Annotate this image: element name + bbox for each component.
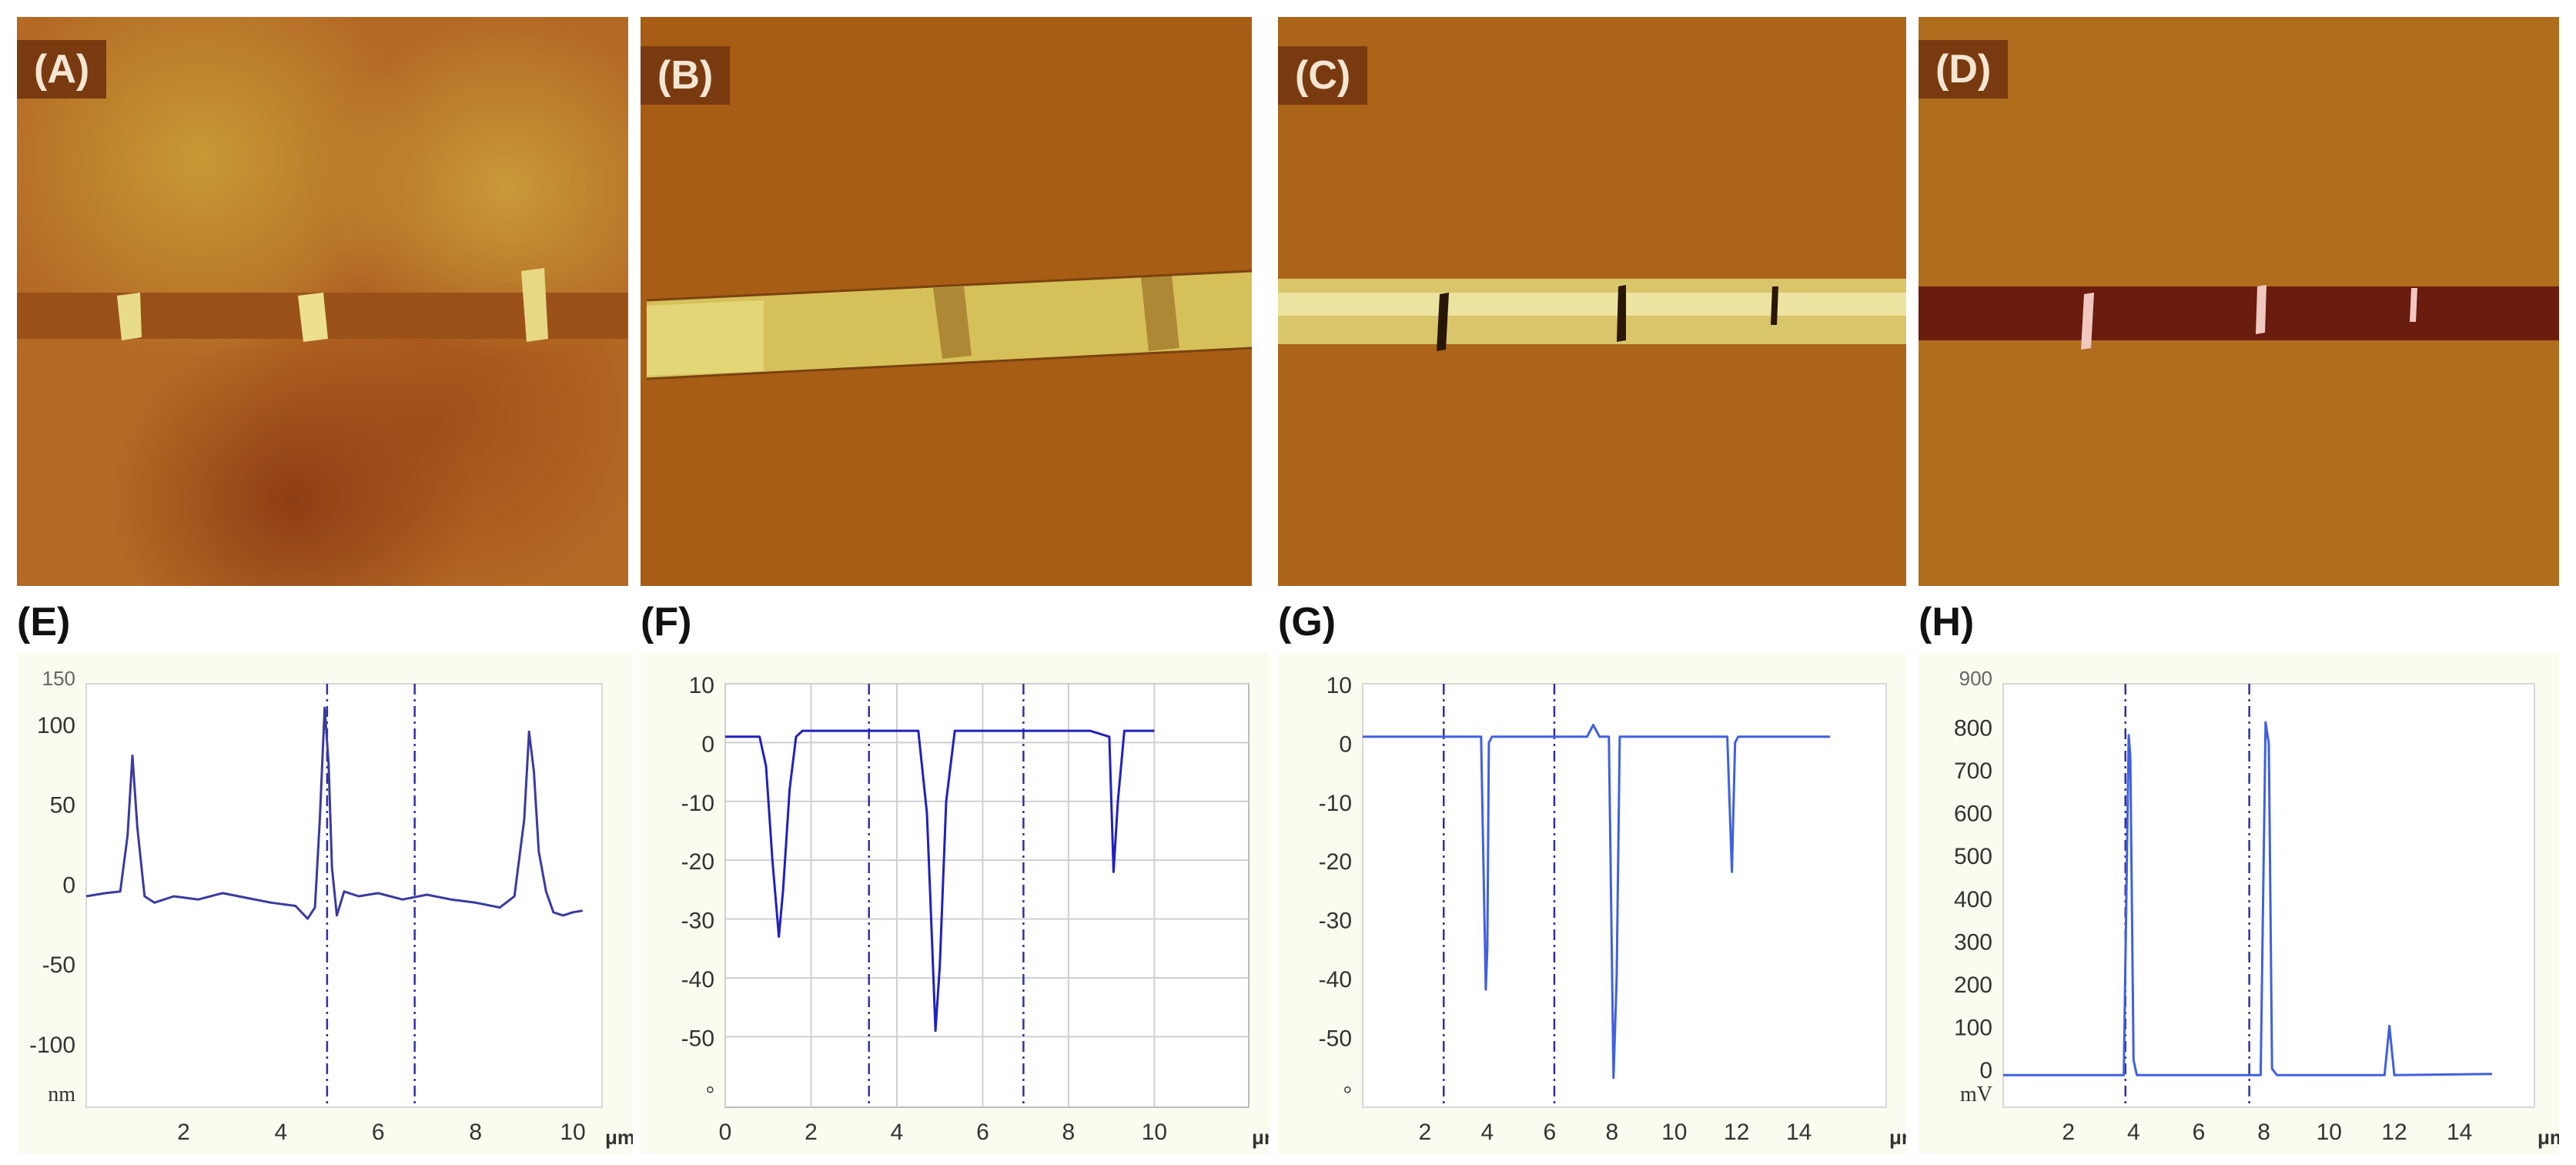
profile-plot-h: 800 700 600 500 400 300 200 100 0 900 2 4 6 8 10 12 14 mV… xyxy=(1954,667,2559,1149)
x-tick-label: 10 xyxy=(560,1120,585,1145)
y-tick-label: 500 xyxy=(1954,844,1992,869)
x-tick-label: 8 xyxy=(469,1120,482,1145)
x-tick-label: 8 xyxy=(2257,1120,2270,1145)
x-tick-label: 2 xyxy=(805,1120,818,1145)
y-tick-label: 0 xyxy=(701,731,714,757)
x-tick-label: 14 xyxy=(2447,1120,2472,1145)
profile-chart-h: 800 700 600 500 400 300 200 100 0 900 2 4 6 8 10 12 14 mV… xyxy=(1919,653,2559,1153)
chart-label-g: (G) xyxy=(1278,600,1337,644)
afm-image-b xyxy=(641,17,1252,586)
x-unit-label: μm xyxy=(1889,1126,1906,1149)
profile-chart-f: 10 0 -10 -20 -30 -40 -50 0 2 4 6 8 10 ° μm xyxy=(641,653,1269,1153)
y-tick-label: 0 xyxy=(62,872,75,898)
y-unit-label: mV xyxy=(1960,1083,1992,1106)
y-tick-label: -50 xyxy=(1319,1026,1352,1051)
x-tick-label: 10 xyxy=(1142,1120,1167,1145)
y-unit-label: nm xyxy=(48,1083,75,1106)
y-tick-label: -30 xyxy=(681,909,714,934)
profile-line xyxy=(725,729,1155,1033)
x-tick-label: 6 xyxy=(976,1120,989,1145)
plot-area xyxy=(1362,683,1887,1108)
x-unit-label: μm xyxy=(1252,1126,1269,1149)
y-tick-label: -30 xyxy=(1319,909,1352,934)
x-tick-label: 6 xyxy=(1544,1120,1557,1145)
y-tick-label: 10 xyxy=(689,673,714,698)
y-tick-label: -10 xyxy=(1319,791,1352,816)
chart-label-e: (E) xyxy=(17,600,71,644)
plot-area xyxy=(85,683,603,1108)
y-tick-label: 10 xyxy=(1326,673,1352,698)
panel-label-b: (B) xyxy=(641,46,731,105)
afm-image-d xyxy=(1919,17,2559,586)
profile-plot-f: 10 0 -10 -20 -30 -40 -50 0 2 4 6 8 10 ° μm xyxy=(681,673,1269,1149)
x-tick-label: 2 xyxy=(2062,1120,2075,1145)
chart-label-h: (H) xyxy=(1919,600,1975,644)
y-tick-label: -50 xyxy=(681,1026,714,1051)
y-unit-label: ° xyxy=(706,1083,714,1106)
x-tick-label: 8 xyxy=(1605,1120,1618,1145)
panel-label-a: (A) xyxy=(17,40,107,99)
x-tick-label: 4 xyxy=(2127,1120,2140,1145)
profile-chart-g: 10 0 -10 -20 -30 -40 -50 2 4 6 8 10 12 14 ° μm xyxy=(1278,653,1906,1153)
y-tick-label: 700 xyxy=(1954,758,1992,784)
y-tick-label: 0 xyxy=(1979,1058,1992,1083)
y-tick-label: 200 xyxy=(1954,973,1992,998)
plot-area xyxy=(724,683,1250,1108)
y-tick-label: 0 xyxy=(1339,731,1352,757)
profile-plot-e: 100 50 0 -50 -100 150 2 4 6 8 10 nm μm xyxy=(29,667,633,1149)
chart-label-f: (F) xyxy=(641,600,692,644)
panel-label-c: (C) xyxy=(1278,46,1368,105)
y-tick-label: -20 xyxy=(1319,849,1352,875)
afm-image-c xyxy=(1278,17,1906,586)
profile-plot-g: 10 0 -10 -20 -30 -40 -50 2 4 6 8 10 12 14 ° μm xyxy=(1319,673,1906,1149)
y-tick-label: -10 xyxy=(681,791,714,816)
x-tick-label: 0 xyxy=(719,1120,732,1145)
profile-line xyxy=(85,706,583,920)
x-tick-label: 12 xyxy=(2381,1120,2407,1145)
y-tick-label: 800 xyxy=(1954,716,1992,742)
x-tick-label: 6 xyxy=(372,1120,385,1145)
y-tick-label: 400 xyxy=(1954,887,1992,912)
y-tick-label-top: 900 xyxy=(1959,667,1992,690)
profile-line xyxy=(2003,721,2493,1076)
x-tick-label: 10 xyxy=(2317,1120,2342,1145)
y-tick-label: -40 xyxy=(1319,967,1352,993)
y-tick-label: 100 xyxy=(1954,1015,1992,1040)
x-tick-label: 10 xyxy=(1661,1120,1687,1145)
x-unit-label: μm xyxy=(605,1126,633,1149)
x-tick-label: 14 xyxy=(1786,1120,1812,1145)
y-tick-label: 300 xyxy=(1954,929,1992,955)
profile-line xyxy=(1363,724,1831,1080)
x-tick-label: 4 xyxy=(1481,1120,1494,1145)
x-unit-label: μm xyxy=(2538,1126,2559,1149)
y-tick-label: -50 xyxy=(42,952,75,978)
x-tick-label: 2 xyxy=(1419,1120,1432,1145)
y-tick-label: -40 xyxy=(681,967,714,993)
afm-image-a xyxy=(17,17,628,586)
x-tick-label: 6 xyxy=(2193,1120,2206,1145)
x-tick-label: 12 xyxy=(1724,1120,1749,1145)
y-tick-label: 50 xyxy=(50,793,75,819)
y-tick-label-top: 150 xyxy=(42,667,75,690)
y-tick-label: 100 xyxy=(37,713,75,738)
panel-label-d: (D) xyxy=(1919,40,2009,99)
x-tick-label: 4 xyxy=(891,1120,904,1145)
x-tick-label: 8 xyxy=(1062,1120,1076,1145)
y-tick-label: 600 xyxy=(1954,802,1992,827)
profile-chart-e: 100 50 0 -50 -100 150 2 4 6 8 10 nm μm xyxy=(17,653,633,1153)
y-tick-label: -100 xyxy=(29,1033,75,1058)
x-tick-label: 2 xyxy=(177,1120,190,1145)
x-tick-label: 4 xyxy=(274,1120,287,1145)
y-tick-label: -20 xyxy=(681,849,714,875)
y-unit-label: ° xyxy=(1343,1083,1352,1106)
